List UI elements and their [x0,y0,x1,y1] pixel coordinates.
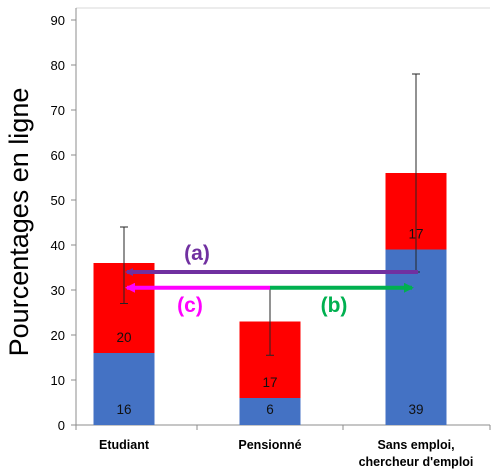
y-tick-label: 40 [51,238,65,253]
category-label: chercheur d'emploi [359,455,474,469]
data-label: 16 [116,402,131,417]
y-tick-label: 10 [51,373,65,388]
y-tick-label: 50 [51,193,65,208]
data-label: 20 [116,330,131,345]
data-label: 39 [408,402,423,417]
category-label: Sans emploi, [377,438,454,452]
data-label: 17 [408,227,423,242]
y-tick-label: 60 [51,148,65,163]
y-tick-label: 70 [51,103,65,118]
y-tick-label: 0 [58,418,65,433]
category-label: Etudiant [99,438,150,452]
y-tick-label: 30 [51,283,65,298]
data-label: 6 [266,402,274,417]
annotation-label: (a) [184,242,210,265]
category-label: Pensionné [238,438,301,452]
annotation-label: (b) [321,294,348,317]
y-tick-label: 20 [51,328,65,343]
bar-segment [239,398,301,425]
y-tick-label: 90 [51,13,65,28]
data-label: 17 [262,375,277,390]
y-axis-label: Pourcentages en ligne [4,88,34,357]
y-tick-label: 80 [51,58,65,73]
annotation-label: (c) [177,294,203,317]
bar-segment [93,353,155,425]
bar-segment [385,249,447,425]
